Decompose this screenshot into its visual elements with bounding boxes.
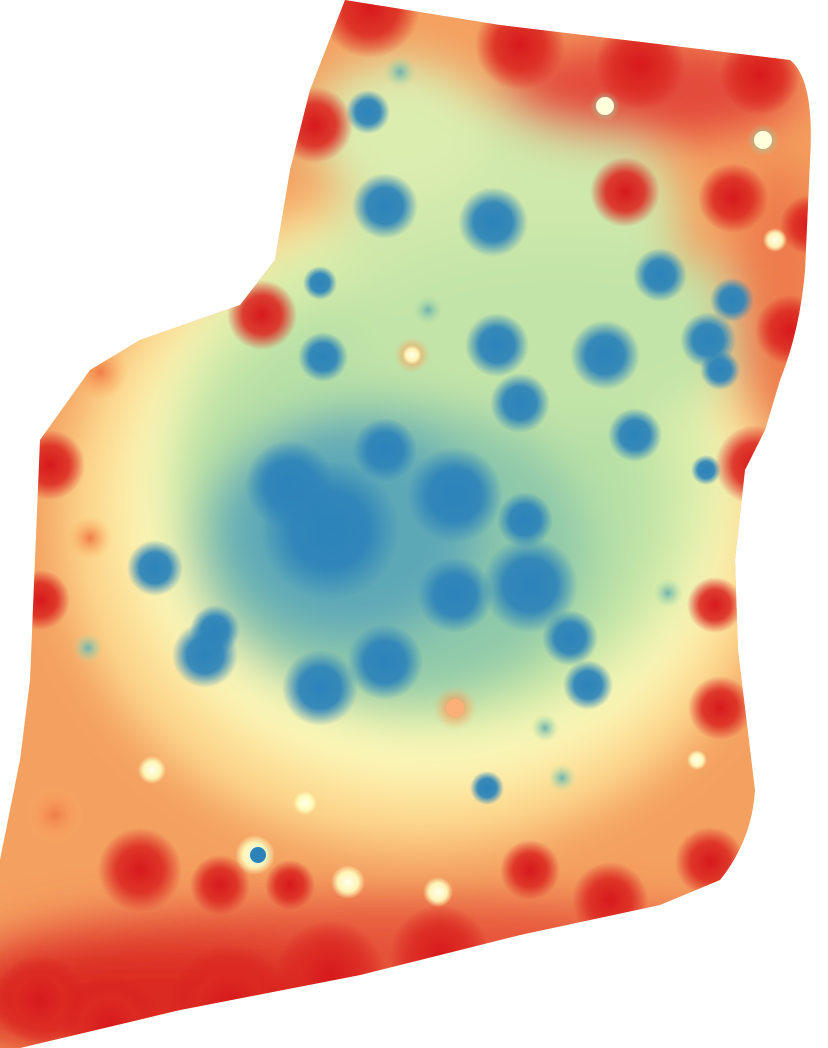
mid-value-spots — [138, 97, 787, 907]
